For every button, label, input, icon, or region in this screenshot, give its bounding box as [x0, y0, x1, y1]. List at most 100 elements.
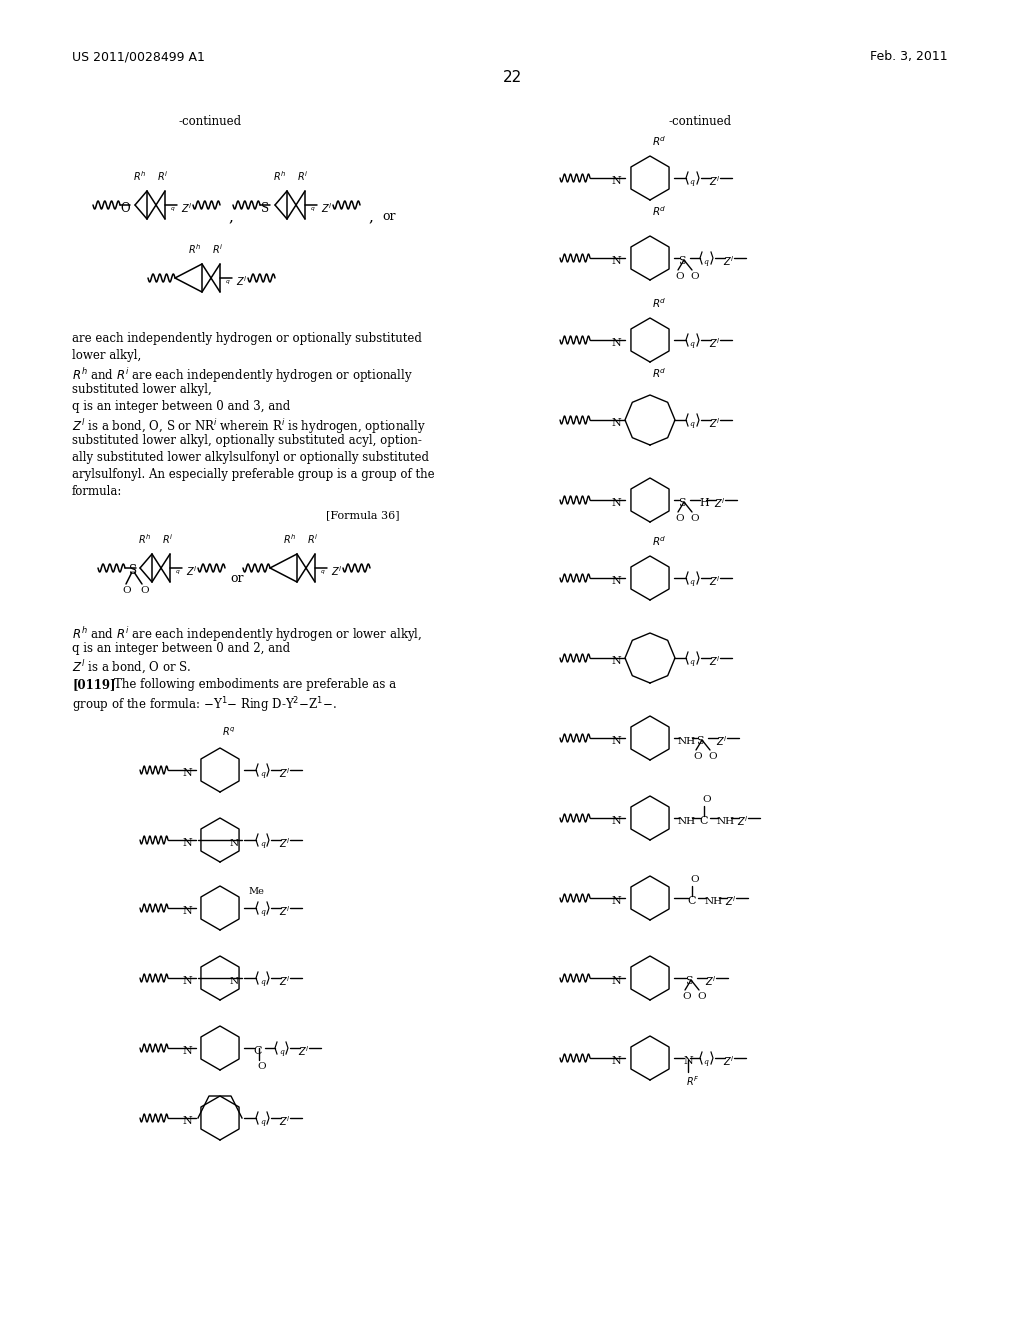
- Text: q: q: [703, 257, 708, 267]
- Text: formula:: formula:: [72, 484, 123, 498]
- Text: q is an integer between 0 and 2, and: q is an integer between 0 and 2, and: [72, 642, 290, 655]
- Text: $R^i$: $R^i$: [162, 532, 173, 546]
- Text: N: N: [611, 176, 621, 186]
- Text: q: q: [260, 908, 265, 916]
- Text: are each independently hydrogen or optionally substituted: are each independently hydrogen or optio…: [72, 333, 422, 345]
- Text: C: C: [687, 896, 695, 906]
- Text: S: S: [678, 256, 686, 267]
- Text: $Z^l$: $Z^l$: [723, 1055, 734, 1068]
- Text: O: O: [697, 993, 706, 1001]
- Text: $Z^l$: $Z^l$: [737, 814, 749, 828]
- Text: q: q: [260, 840, 265, 847]
- Text: ,: ,: [228, 210, 232, 224]
- Text: Me: Me: [248, 887, 264, 896]
- Text: N: N: [182, 768, 193, 777]
- Text: $R^h$: $R^h$: [283, 532, 296, 546]
- Text: O: O: [682, 993, 690, 1001]
- Text: NH: NH: [717, 817, 735, 825]
- Text: $Z^l$: $Z^l$: [279, 836, 291, 850]
- Text: N: N: [611, 256, 621, 267]
- Text: $R^i$: $R^i$: [297, 169, 308, 183]
- Text: $Z^l$: $Z^l$: [321, 201, 333, 215]
- Text: O: O: [690, 513, 698, 523]
- Text: group of the formula: $-$Y$^1$$-$ Ring D-Y$^2$$-$Z$^1$$-$.: group of the formula: $-$Y$^1$$-$ Ring D…: [72, 696, 337, 714]
- Text: O: O: [708, 752, 717, 762]
- Text: N: N: [182, 1115, 193, 1126]
- Text: $_q$: $_q$: [175, 569, 180, 577]
- Text: $Z^l$: $Z^l$: [716, 734, 727, 748]
- Text: $R^q$: $R^q$: [222, 726, 236, 738]
- Text: The following embodiments are preferable as a: The following embodiments are preferable…: [114, 678, 396, 690]
- Text: $_q$: $_q$: [170, 206, 175, 214]
- Text: Feb. 3, 2011: Feb. 3, 2011: [870, 50, 947, 63]
- Text: $Z^l$: $Z^l$: [279, 904, 291, 917]
- Text: O: O: [675, 513, 684, 523]
- Text: 22: 22: [503, 70, 521, 84]
- Text: N: N: [182, 1045, 193, 1056]
- Text: $Z^l$: $Z^l$: [714, 496, 726, 510]
- Text: $Z^l$: $Z^l$: [709, 416, 721, 430]
- Text: ,: ,: [368, 210, 373, 224]
- Text: q: q: [260, 978, 265, 986]
- Text: $R^d$: $R^d$: [652, 296, 667, 310]
- Text: $Z^l$: $Z^l$: [709, 574, 721, 587]
- Text: q is an integer between 0 and 3, and: q is an integer between 0 and 3, and: [72, 400, 290, 413]
- Text: $Z^l$: $Z^l$: [705, 974, 717, 987]
- Text: or: or: [382, 210, 395, 223]
- Text: q: q: [689, 420, 694, 428]
- Text: $_q$: $_q$: [225, 279, 230, 286]
- Text: O: O: [702, 795, 711, 804]
- Text: N: N: [611, 576, 621, 586]
- Text: O: O: [675, 272, 684, 281]
- Text: N: N: [611, 896, 621, 906]
- Text: $R^d$: $R^d$: [652, 535, 667, 548]
- Text: N: N: [182, 838, 193, 847]
- Text: $Z^l$: $Z^l$: [331, 564, 342, 578]
- Text: $R^d$: $R^d$: [652, 366, 667, 380]
- Text: NH: NH: [678, 737, 696, 746]
- Text: q: q: [689, 578, 694, 586]
- Text: -continued: -continued: [669, 115, 731, 128]
- Text: [Formula 36]: [Formula 36]: [327, 510, 400, 520]
- Text: S: S: [261, 202, 269, 214]
- Text: q: q: [689, 341, 694, 348]
- Text: $R^h$: $R^h$: [273, 169, 287, 183]
- Text: $Z^l$ is a bond, O or S.: $Z^l$ is a bond, O or S.: [72, 659, 191, 676]
- Text: arylsulfonyl. An especially preferable group is a group of the: arylsulfonyl. An especially preferable g…: [72, 469, 434, 480]
- Text: lower alkyl,: lower alkyl,: [72, 348, 141, 362]
- Text: or: or: [230, 572, 244, 585]
- Text: C: C: [699, 816, 708, 826]
- Text: N: N: [611, 1056, 621, 1067]
- Text: $R^i$: $R^i$: [212, 242, 223, 256]
- Text: S: S: [696, 737, 703, 746]
- Text: q: q: [260, 770, 265, 777]
- Text: O: O: [122, 586, 131, 595]
- Text: substituted lower alkyl, optionally substituted acyl, option-: substituted lower alkyl, optionally subs…: [72, 434, 422, 447]
- Text: $_q$: $_q$: [319, 569, 326, 577]
- Text: $Z^l$: $Z^l$: [186, 564, 198, 578]
- Text: $R^d$: $R^d$: [652, 135, 667, 148]
- Text: O: O: [140, 586, 148, 595]
- Text: O: O: [690, 272, 698, 281]
- Text: N: N: [611, 498, 621, 508]
- Text: $Z^l$: $Z^l$: [279, 766, 291, 780]
- Text: $R^h$ and $R^i$ are each independently hydrogen or optionally: $R^h$ and $R^i$ are each independently h…: [72, 366, 413, 385]
- Text: NH: NH: [705, 896, 723, 906]
- Text: O: O: [693, 752, 701, 762]
- Text: N: N: [611, 816, 621, 826]
- Text: $R^h$: $R^h$: [138, 532, 152, 546]
- Text: $Z^l$: $Z^l$: [298, 1044, 309, 1057]
- Text: S: S: [129, 565, 137, 578]
- Text: $Z^l$ is a bond, O, S or NR$^i$ wherein R$^i$ is hydrogen, optionally: $Z^l$ is a bond, O, S or NR$^i$ wherein …: [72, 417, 426, 436]
- Text: N: N: [182, 975, 193, 986]
- Text: $R^F$: $R^F$: [686, 1074, 699, 1088]
- Text: H: H: [699, 498, 709, 508]
- Text: N: N: [229, 977, 239, 986]
- Text: $Z^l$: $Z^l$: [181, 201, 193, 215]
- Text: q: q: [260, 1118, 265, 1126]
- Text: $Z^l$: $Z^l$: [279, 974, 291, 987]
- Text: O: O: [120, 202, 130, 214]
- Text: N: N: [182, 906, 193, 916]
- Text: N: N: [611, 975, 621, 986]
- Text: $R^h$: $R^h$: [188, 242, 202, 256]
